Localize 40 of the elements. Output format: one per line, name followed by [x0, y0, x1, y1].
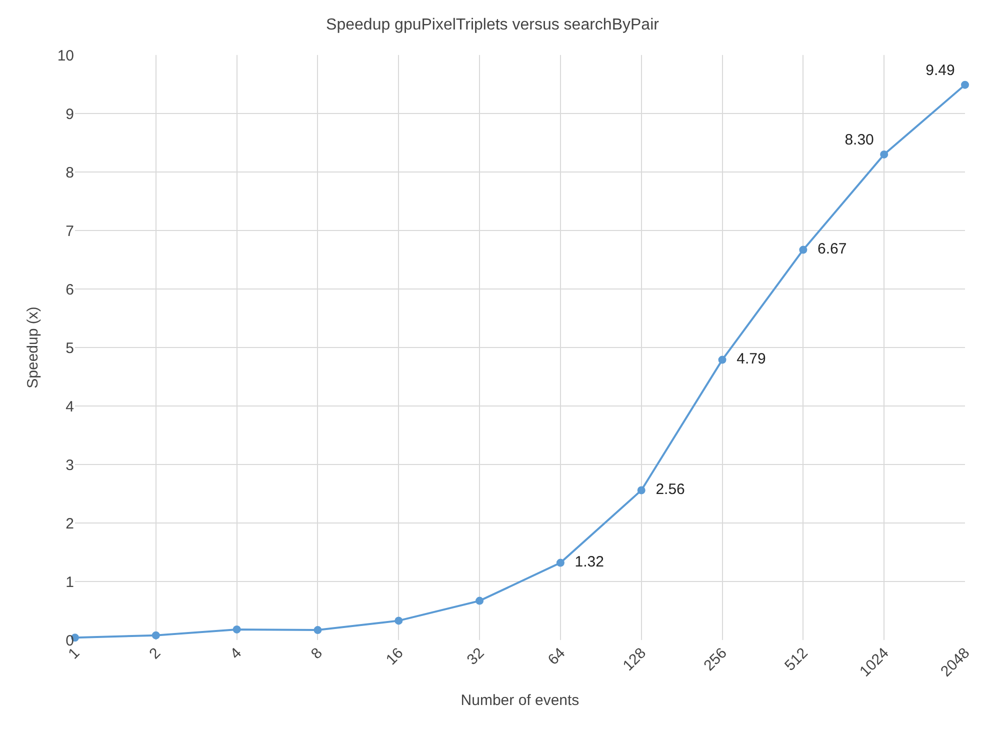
- point: [152, 631, 160, 640]
- y-tick-label: 9: [66, 106, 74, 123]
- point: [961, 80, 969, 89]
- data-label: 8.30: [836, 132, 878, 149]
- data-label: 1.32: [566, 554, 608, 571]
- x-axis-title: Number of events: [460, 692, 580, 710]
- x-tick-label: 64: [544, 644, 569, 668]
- y-tick-label: 5: [66, 340, 74, 357]
- x-tick-label: 512: [782, 644, 812, 674]
- x-tick-label: 256: [700, 644, 730, 674]
- y-tick-label: 6: [66, 281, 74, 298]
- data-label: 9.49: [917, 62, 959, 80]
- point: [476, 596, 484, 605]
- y-tick-label: 1: [66, 574, 74, 591]
- x-tick-label: 4: [227, 644, 245, 663]
- x-tick-label: 2: [146, 644, 164, 663]
- point: [314, 626, 322, 634]
- y-tick-label: 7: [66, 222, 74, 240]
- point: [637, 486, 646, 494]
- y-tick-label: 4: [66, 398, 74, 416]
- point: [880, 150, 888, 158]
- chart-title: Speedup gpuPixelTriplets versus searchByPair: [326, 16, 660, 34]
- y-axis-title: Speedup (x): [24, 306, 42, 388]
- data-label: 4.79: [728, 350, 770, 368]
- data-label: 2.56: [647, 480, 690, 498]
- y-tick-label: 8: [66, 164, 74, 182]
- y-tick-label: 3: [66, 456, 74, 474]
- y-tick-label: 2: [66, 515, 74, 532]
- data-label: 6.67: [809, 240, 851, 258]
- x-tick-label: 32: [464, 644, 488, 668]
- y-tick-label: 0: [66, 632, 74, 650]
- point: [718, 356, 726, 364]
- x-tick-label: 16: [382, 644, 407, 668]
- y-tick-label: 10: [57, 47, 74, 64]
- point: [556, 558, 564, 567]
- point: [232, 625, 241, 634]
- x-tick-label: 8: [308, 644, 326, 663]
- point: [394, 616, 403, 625]
- x-tick-label: 128: [620, 644, 650, 674]
- point: [799, 246, 808, 254]
